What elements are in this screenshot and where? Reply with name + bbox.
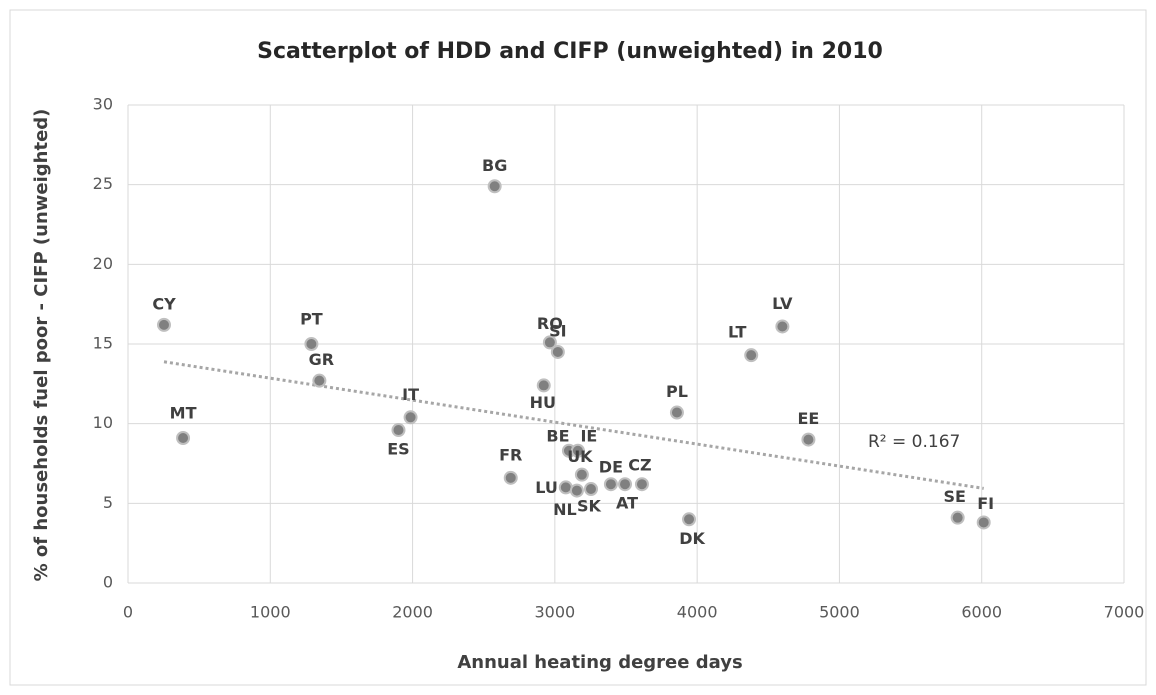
point: [976, 515, 991, 530]
chart-border: [9, 9, 1147, 686]
point: [775, 319, 790, 334]
trendline: [163, 360, 984, 490]
point-label: RO: [537, 314, 563, 333]
point-label: MT: [170, 404, 197, 423]
point: [574, 467, 589, 482]
point-label: PT: [300, 310, 323, 329]
point: [550, 344, 565, 359]
point: [391, 423, 406, 438]
point-label: BE: [546, 426, 569, 445]
point-label: ES: [387, 440, 409, 459]
point: [503, 470, 518, 485]
chart-title: Scatterplot of HDD and CIFP (unweighted)…: [257, 39, 883, 64]
point-label: HU: [530, 393, 556, 412]
y-tick-label: 5: [103, 493, 113, 512]
point: [176, 431, 191, 446]
x-tick-label: 1000: [250, 603, 291, 622]
point-label: SI: [549, 321, 566, 340]
x-tick-label: 3000: [534, 603, 575, 622]
point-label: LU: [535, 478, 558, 497]
point: [583, 481, 598, 496]
point: [304, 337, 319, 351]
point-label: SE: [943, 487, 965, 506]
point: [487, 179, 502, 194]
point-label: BG: [482, 156, 507, 175]
y-tick-label: 0: [103, 573, 113, 592]
point-label: LV: [772, 294, 793, 313]
point: [569, 483, 584, 498]
point: [156, 317, 171, 332]
y-tick-label: 25: [93, 174, 113, 193]
point-label: IE: [580, 426, 597, 445]
point-label: IT: [402, 385, 419, 404]
point: [536, 378, 551, 393]
point: [634, 477, 649, 492]
point-label: PL: [666, 382, 688, 401]
point-label: CY: [152, 294, 176, 313]
r-squared-annotation: R² = 0.167: [868, 432, 960, 452]
point: [312, 373, 327, 388]
point: [669, 405, 684, 420]
point-label: FI: [977, 494, 994, 513]
point: [618, 477, 633, 492]
point-label: EE: [797, 409, 819, 428]
x-axis-label: Annual heating degree days: [457, 652, 742, 673]
y-tick-label: 30: [93, 95, 113, 114]
x-tick-label: 2000: [392, 603, 433, 622]
x-tick-label: 6000: [961, 603, 1002, 622]
point: [950, 510, 965, 525]
y-tick-label: 10: [93, 413, 113, 432]
point-label: DE: [599, 458, 623, 477]
point-label: NL: [553, 500, 577, 519]
point-label: GR: [309, 350, 334, 369]
y-axis-label: % of households fuel poor - CIFP (unweig…: [31, 109, 52, 582]
point-label: CZ: [628, 456, 651, 475]
point-label: DK: [679, 529, 705, 548]
point-label: FR: [499, 445, 522, 464]
x-tick-label: 5000: [819, 603, 860, 622]
point-label: UK: [567, 447, 593, 466]
point-label: LT: [728, 323, 747, 342]
y-tick-label: 20: [93, 254, 113, 273]
point: [744, 348, 759, 363]
point: [542, 335, 557, 350]
point-label: AT: [616, 494, 638, 513]
x-tick-label: 7000: [1104, 603, 1145, 622]
point: [570, 443, 585, 458]
x-tick-label: 0: [123, 603, 133, 622]
point: [603, 477, 618, 492]
x-tick-label: 4000: [677, 603, 718, 622]
point: [682, 512, 697, 527]
point: [403, 410, 418, 425]
point-label: SK: [577, 496, 602, 515]
point: [801, 432, 816, 447]
y-tick-label: 15: [93, 334, 113, 353]
